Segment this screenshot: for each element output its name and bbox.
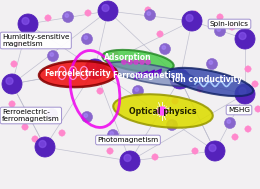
Circle shape bbox=[22, 18, 29, 25]
Circle shape bbox=[22, 124, 28, 130]
Circle shape bbox=[128, 60, 132, 64]
Text: Ferromagnetism: Ferromagnetism bbox=[112, 71, 184, 81]
Circle shape bbox=[112, 51, 118, 57]
Ellipse shape bbox=[102, 50, 174, 72]
Circle shape bbox=[145, 9, 155, 20]
Circle shape bbox=[227, 120, 231, 123]
Circle shape bbox=[232, 134, 238, 140]
Circle shape bbox=[135, 88, 139, 91]
Circle shape bbox=[9, 101, 15, 107]
Circle shape bbox=[239, 88, 246, 94]
Circle shape bbox=[166, 119, 178, 130]
Circle shape bbox=[142, 68, 148, 74]
Circle shape bbox=[124, 154, 131, 161]
Ellipse shape bbox=[105, 62, 199, 86]
Circle shape bbox=[147, 12, 151, 15]
Circle shape bbox=[84, 36, 88, 39]
Circle shape bbox=[192, 148, 198, 154]
Circle shape bbox=[32, 136, 38, 142]
Circle shape bbox=[15, 41, 21, 47]
Circle shape bbox=[49, 111, 53, 114]
Circle shape bbox=[159, 43, 171, 54]
Circle shape bbox=[235, 29, 255, 49]
Circle shape bbox=[18, 14, 38, 34]
Circle shape bbox=[229, 24, 235, 30]
Circle shape bbox=[89, 63, 96, 70]
Circle shape bbox=[235, 84, 255, 104]
Circle shape bbox=[133, 85, 144, 97]
Circle shape bbox=[239, 33, 246, 40]
Circle shape bbox=[205, 141, 225, 161]
Text: Ion conductivity: Ion conductivity bbox=[172, 75, 242, 84]
Circle shape bbox=[110, 132, 114, 135]
Circle shape bbox=[245, 66, 251, 72]
Circle shape bbox=[209, 145, 216, 152]
Text: Adsorption: Adsorption bbox=[104, 53, 152, 61]
Circle shape bbox=[170, 69, 190, 89]
Circle shape bbox=[145, 7, 151, 13]
Circle shape bbox=[140, 60, 144, 64]
Circle shape bbox=[11, 61, 17, 67]
Text: Optical physics: Optical physics bbox=[129, 106, 197, 115]
Circle shape bbox=[162, 46, 166, 49]
Circle shape bbox=[206, 59, 218, 70]
Circle shape bbox=[134, 60, 138, 64]
Circle shape bbox=[6, 77, 13, 84]
Ellipse shape bbox=[113, 94, 213, 128]
Circle shape bbox=[182, 11, 202, 31]
Circle shape bbox=[48, 50, 58, 61]
Circle shape bbox=[217, 28, 220, 31]
Circle shape bbox=[172, 98, 178, 104]
Circle shape bbox=[186, 15, 193, 22]
Circle shape bbox=[35, 137, 55, 157]
Circle shape bbox=[152, 154, 158, 160]
Circle shape bbox=[174, 73, 181, 80]
Circle shape bbox=[52, 74, 58, 80]
Circle shape bbox=[157, 31, 163, 37]
Circle shape bbox=[169, 122, 173, 125]
Circle shape bbox=[65, 14, 69, 17]
Circle shape bbox=[39, 140, 46, 147]
Circle shape bbox=[209, 61, 213, 64]
Circle shape bbox=[62, 12, 74, 22]
Circle shape bbox=[252, 81, 258, 87]
Circle shape bbox=[81, 112, 93, 122]
Text: Ferroelectricity: Ferroelectricity bbox=[45, 70, 111, 78]
Circle shape bbox=[192, 11, 198, 17]
Circle shape bbox=[245, 126, 251, 132]
Circle shape bbox=[81, 33, 93, 44]
Circle shape bbox=[214, 26, 225, 36]
Circle shape bbox=[122, 60, 126, 64]
Text: MSHG: MSHG bbox=[228, 107, 250, 113]
Circle shape bbox=[45, 15, 51, 21]
Circle shape bbox=[197, 86, 203, 92]
Circle shape bbox=[98, 1, 118, 21]
Circle shape bbox=[217, 14, 223, 20]
Circle shape bbox=[2, 74, 22, 94]
Circle shape bbox=[146, 60, 150, 64]
Text: Spin-ionics: Spin-ionics bbox=[210, 21, 249, 27]
Ellipse shape bbox=[167, 68, 253, 96]
Circle shape bbox=[240, 34, 246, 40]
Circle shape bbox=[255, 106, 260, 112]
Text: Humidity-sensitive
magnetism: Humidity-sensitive magnetism bbox=[2, 34, 69, 47]
Circle shape bbox=[97, 88, 103, 94]
Circle shape bbox=[59, 130, 65, 136]
Circle shape bbox=[158, 107, 166, 115]
Circle shape bbox=[224, 118, 236, 129]
Circle shape bbox=[102, 5, 109, 12]
Circle shape bbox=[107, 148, 113, 154]
Ellipse shape bbox=[39, 61, 117, 87]
Circle shape bbox=[84, 114, 88, 117]
Text: Ferroelectric-
ferromagnetism: Ferroelectric- ferromagnetism bbox=[2, 109, 60, 122]
Circle shape bbox=[50, 53, 54, 56]
Circle shape bbox=[85, 10, 91, 16]
Text: Photomagnetism: Photomagnetism bbox=[98, 137, 159, 143]
Circle shape bbox=[85, 59, 105, 79]
Circle shape bbox=[47, 108, 57, 119]
Circle shape bbox=[120, 151, 140, 171]
Circle shape bbox=[107, 129, 119, 140]
